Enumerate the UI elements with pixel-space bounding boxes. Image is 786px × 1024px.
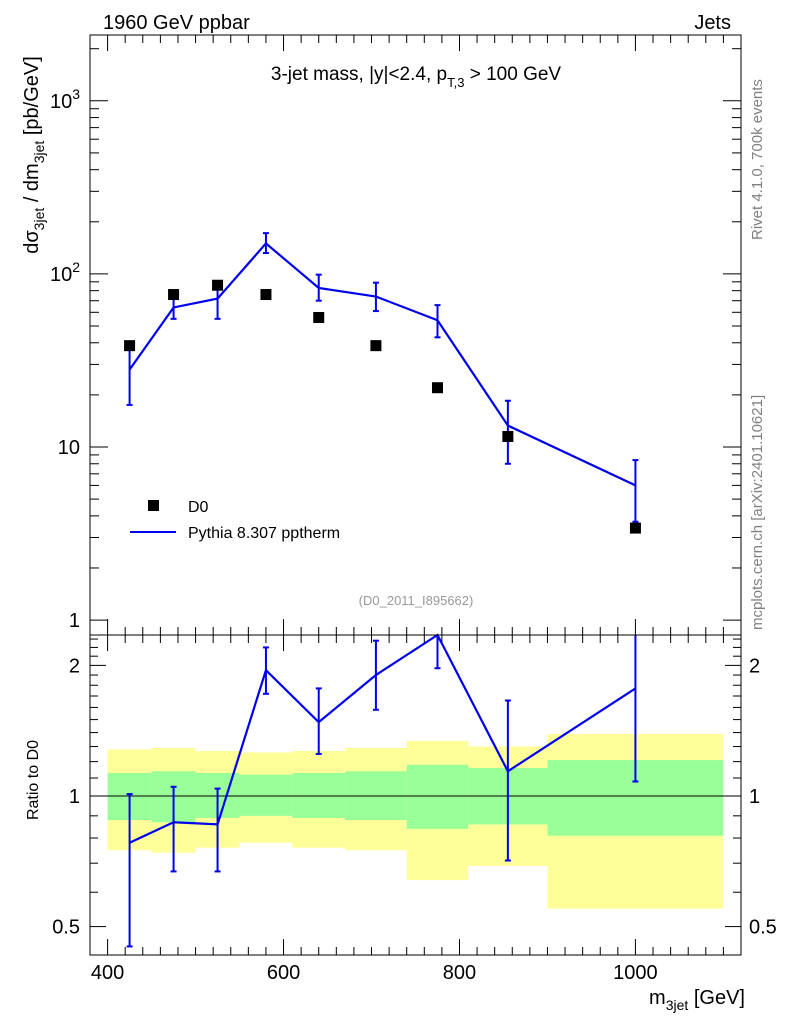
main-plot-frame <box>89 34 742 636</box>
x-axis-label: m3jet [GeV] <box>649 987 745 1013</box>
mc-prediction-line <box>128 241 636 487</box>
data-point <box>168 289 180 301</box>
data-point <box>431 382 443 394</box>
y-tick-exponent: 3 <box>72 86 80 102</box>
band-inner <box>406 764 469 829</box>
ratio-y-tick-label-right: 1 <box>749 786 760 808</box>
ylabel-sub2: 3jet <box>31 141 47 164</box>
x-tick-label: 800 <box>443 962 476 984</box>
title-prefix: 3-jet mass, |y|<2.4, p <box>271 64 447 85</box>
ratio-plot-frame <box>89 634 742 956</box>
ratio-y-tick-label-right: 2 <box>749 655 760 677</box>
x-tick-label: 400 <box>91 962 124 984</box>
band-inner <box>239 774 293 816</box>
y-tick-base: 10 <box>50 91 72 113</box>
analysis-watermark: (D0_2011_I895662) <box>359 593 474 608</box>
data-point <box>629 522 641 534</box>
xlabel-subscript: 3jet <box>666 997 689 1013</box>
header-right: Jets <box>694 12 731 34</box>
header-left: 1960 GeV ppbar <box>103 12 250 34</box>
rivet-version-text: Rivet 4.1.0, 700k events <box>749 79 766 240</box>
legend: D0 Pythia 8.307 pptherm <box>130 499 340 542</box>
x-tick-label: 600 <box>267 962 300 984</box>
data-point <box>260 289 272 301</box>
title-suffix: > 100 GeV <box>464 64 561 85</box>
ratio-y-tick-label-left: 1 <box>69 786 80 808</box>
ratio-y-axis-label: Ratio to D0 <box>25 740 42 820</box>
ratio-y-tick-label-right: 0.5 <box>749 917 777 939</box>
ylabel-sub1: 3jet <box>31 208 47 231</box>
y-tick-label: 102 <box>50 259 80 286</box>
legend-data-label: D0 <box>188 499 209 516</box>
data-point <box>212 279 224 291</box>
ylabel-part3: [pb/GeV] <box>21 56 43 141</box>
x-tick-label: 1000 <box>613 962 658 984</box>
band-inner <box>292 772 346 818</box>
title-subscript: T,3 <box>447 75 464 90</box>
y-tick-label: 103 <box>50 86 80 113</box>
y-tick-base: 10 <box>50 264 72 286</box>
uncertainty-bands <box>107 733 724 909</box>
data-point <box>124 340 136 352</box>
ratio-y-tick-label-left: 0.5 <box>52 917 80 939</box>
y-tick-exponent: 2 <box>72 259 80 275</box>
legend-data-marker <box>148 500 159 511</box>
data-point <box>370 340 382 352</box>
xlabel-main: m <box>649 987 666 1009</box>
ylabel-part1: dσ <box>21 230 43 254</box>
y-axis-label: dσ3jet / dm3jet [pb/GeV] <box>21 56 47 254</box>
data-point <box>502 430 514 442</box>
legend-mc-label: Pythia 8.307 pptherm <box>188 525 340 542</box>
data-point <box>313 311 325 323</box>
mcplots-reference-text: mcplots.cern.ch [arXiv:2401.10621] <box>749 395 766 630</box>
ratio-y-tick-label-left: 2 <box>69 655 80 677</box>
data-series <box>124 279 641 534</box>
xlabel-suffix: [GeV] <box>688 987 745 1009</box>
y-tick-label: 1 <box>69 610 80 632</box>
ylabel-part2: / dm <box>21 163 43 207</box>
chart-title: 3-jet mass, |y|<2.4, pT,3 > 100 GeV <box>271 64 562 90</box>
y-tick-label: 10 <box>58 437 80 459</box>
